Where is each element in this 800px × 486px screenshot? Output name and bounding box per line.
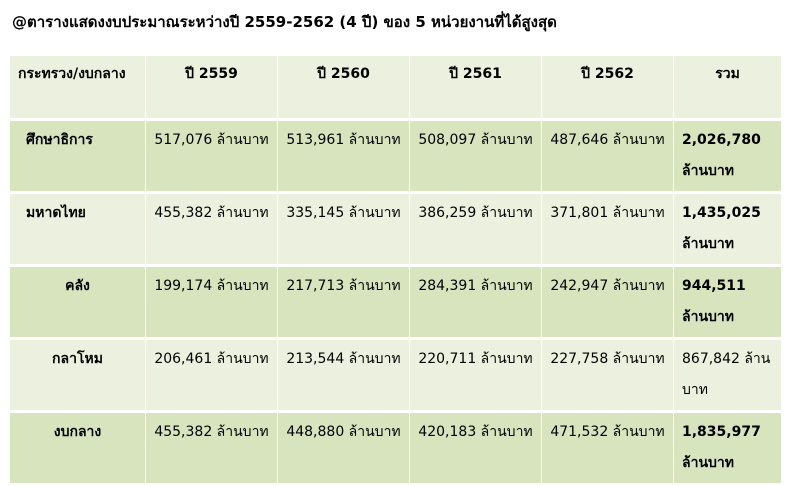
- value-cell: 213,544 ล้านบาท: [278, 340, 410, 413]
- budget-table: กระทรวง/งบกลาง ปี 2559 ปี 2560 ปี 2561 ป…: [10, 56, 782, 486]
- value-cell: 284,391 ล้านบาท: [410, 267, 542, 340]
- total-cell: 1,435,025 ล้านบาท: [674, 194, 782, 267]
- table-row: มหาดไทย 455,382 ล้านบาท 335,145 ล้านบาท …: [10, 194, 782, 267]
- value-cell: 335,145 ล้านบาท: [278, 194, 410, 267]
- ministry-cell: งบกลาง: [10, 413, 146, 486]
- total-cell: 1,835,977 ล้านบาท: [674, 413, 782, 486]
- header-total: รวม: [674, 56, 782, 121]
- total-cell: 2,026,780 ล้านบาท: [674, 121, 782, 194]
- value-cell: 455,382 ล้านบาท: [146, 413, 278, 486]
- value-cell: 517,076 ล้านบาท: [146, 121, 278, 194]
- table-header-row: กระทรวง/งบกลาง ปี 2559 ปี 2560 ปี 2561 ป…: [10, 56, 782, 121]
- value-cell: 217,713 ล้านบาท: [278, 267, 410, 340]
- header-ministry: กระทรวง/งบกลาง: [10, 56, 146, 121]
- value-cell: 448,880 ล้านบาท: [278, 413, 410, 486]
- value-cell: 386,259 ล้านบาท: [410, 194, 542, 267]
- value-cell: 242,947 ล้านบาท: [542, 267, 674, 340]
- value-cell: 487,646 ล้านบาท: [542, 121, 674, 194]
- table-row: งบกลาง 455,382 ล้านบาท 448,880 ล้านบาท 4…: [10, 413, 782, 486]
- value-cell: 513,961 ล้านบาท: [278, 121, 410, 194]
- ministry-cell: มหาดไทย: [10, 194, 146, 267]
- header-2561: ปี 2561: [410, 56, 542, 121]
- value-cell: 220,711 ล้านบาท: [410, 340, 542, 413]
- value-cell: 471,532 ล้านบาท: [542, 413, 674, 486]
- header-2559: ปี 2559: [146, 56, 278, 121]
- total-cell: 867,842 ล้านบาท: [674, 340, 782, 413]
- value-cell: 206,461 ล้านบาท: [146, 340, 278, 413]
- ministry-cell: ศึกษาธิการ: [10, 121, 146, 194]
- table-row: คลัง 199,174 ล้านบาท 217,713 ล้านบาท 284…: [10, 267, 782, 340]
- ministry-cell: กลาโหม: [10, 340, 146, 413]
- table-row: ศึกษาธิการ 517,076 ล้านบาท 513,961 ล้านบ…: [10, 121, 782, 194]
- value-cell: 508,097 ล้านบาท: [410, 121, 542, 194]
- total-cell: 944,511 ล้านบาท: [674, 267, 782, 340]
- header-2560: ปี 2560: [278, 56, 410, 121]
- value-cell: 371,801 ล้านบาท: [542, 194, 674, 267]
- header-2562: ปี 2562: [542, 56, 674, 121]
- value-cell: 227,758 ล้านบาท: [542, 340, 674, 413]
- page-title: @ตารางแสดงงบประมาณระหว่างปี 2559-2562 (4…: [12, 13, 557, 31]
- table-row: กลาโหม 206,461 ล้านบาท 213,544 ล้านบาท 2…: [10, 340, 782, 413]
- ministry-cell: คลัง: [10, 267, 146, 340]
- value-cell: 199,174 ล้านบาท: [146, 267, 278, 340]
- value-cell: 420,183 ล้านบาท: [410, 413, 542, 486]
- value-cell: 455,382 ล้านบาท: [146, 194, 278, 267]
